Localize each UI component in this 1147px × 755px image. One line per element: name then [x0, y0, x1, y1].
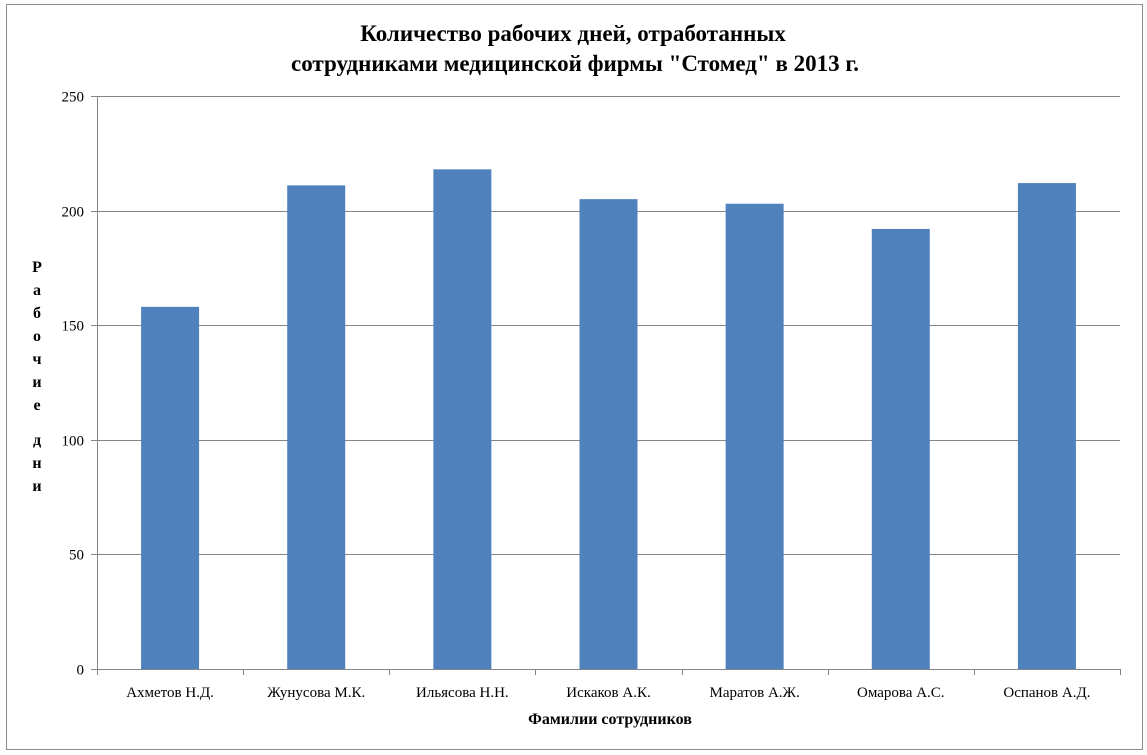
bar	[725, 203, 784, 669]
x-tick-label: Ахметов Н.Д.	[126, 685, 214, 701]
y-axis-title-char: о	[33, 328, 41, 345]
y-axis-title-char: д	[33, 432, 41, 449]
x-tick-label: Ильясова Н.Н.	[416, 685, 509, 701]
y-axis-title-char: б	[33, 305, 41, 322]
bar	[287, 185, 346, 669]
x-axis-title: Фамилии сотрудников	[528, 711, 692, 728]
chart-title-line-2: сотрудниками медицинской фирмы "Стомед" …	[291, 51, 859, 76]
y-axis-title-char: н	[32, 455, 41, 472]
bar	[141, 306, 200, 669]
x-tick-label: Жунусова М.К.	[267, 685, 365, 701]
bar	[1017, 183, 1076, 669]
bar	[433, 169, 492, 669]
chart-title: Количество рабочих дней, отработанных со…	[291, 21, 859, 76]
y-tick-label: 150	[62, 319, 85, 335]
y-tick-label: 0	[77, 663, 85, 679]
y-axis-title-char: е	[33, 397, 40, 414]
y-axis-title-char: Р	[32, 259, 42, 276]
y-axis-title-char: и	[32, 478, 41, 495]
y-tick-label: 250	[62, 90, 85, 106]
bar	[579, 199, 638, 669]
bar	[871, 228, 930, 669]
x-tick-label: Омарова А.С.	[857, 685, 945, 701]
y-axis-title-char: ч	[32, 351, 41, 368]
chart-title-line-1: Количество рабочих дней, отработанных	[360, 21, 786, 46]
y-axis-title-char: и	[32, 374, 41, 391]
y-tick-label: 100	[62, 434, 85, 450]
y-tick-labels: 0 50 100 150 200 250	[62, 90, 85, 679]
x-tick-labels: Ахметов Н.Д. Жунусова М.К. Ильясова Н.Н. Ис…	[126, 685, 1090, 701]
y-axis-title-char: а	[33, 282, 41, 299]
axes	[91, 96, 1121, 675]
y-tick-label: 200	[62, 205, 85, 221]
x-tick-label: Маратов А.Ж.	[710, 685, 800, 701]
y-tick-label: 50	[69, 548, 84, 564]
x-tick-label: Искаков А.К.	[566, 685, 650, 701]
bars	[141, 169, 1076, 669]
x-tick-label: Оспанов А.Д.	[1003, 685, 1090, 701]
